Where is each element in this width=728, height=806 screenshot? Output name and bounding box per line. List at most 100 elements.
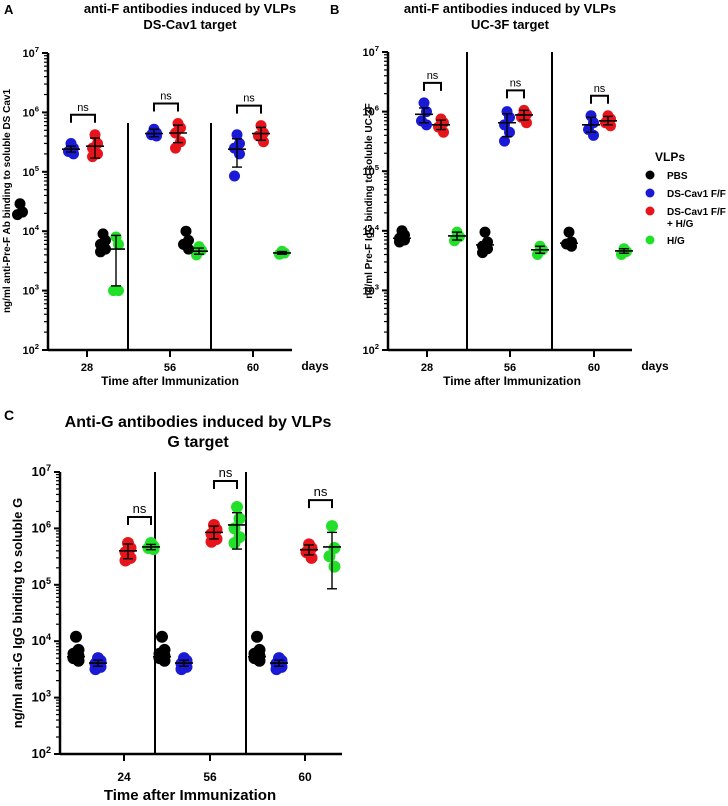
y-tick-base: 10	[22, 107, 34, 119]
data-point	[605, 120, 616, 132]
data-point	[95, 246, 106, 258]
y-tick-exponent: 4	[35, 223, 40, 232]
data-group-ds-cav1-f-f	[62, 137, 80, 160]
significance-bracket: ns	[308, 484, 333, 509]
y-tick-exponent: 6	[375, 104, 379, 113]
bracket-line	[423, 81, 442, 91]
y-tick-exponent: 2	[46, 745, 51, 755]
chart-title: Anti-G antibodies induced by VLPs	[65, 414, 332, 431]
y-tick-base: 10	[31, 690, 45, 705]
significance-bracket: ns	[213, 465, 238, 489]
x-tick-label: 60	[298, 770, 312, 784]
y-tick-base: 10	[22, 167, 34, 179]
y-tick-exponent: 4	[375, 223, 380, 232]
x-tick-label: 28	[81, 362, 93, 374]
data-group-ds-cav1-f-f	[145, 123, 163, 142]
y-tick-base: 10	[22, 286, 34, 298]
data-group-pbs	[12, 198, 28, 221]
data-group-ds-cav1-f-f-h-g	[432, 113, 450, 138]
data-group-h-g	[615, 243, 633, 261]
y-tick-exponent: 5	[35, 164, 40, 173]
y-tick-base: 10	[31, 577, 45, 592]
y-tick-label: 103	[22, 283, 39, 298]
bracket-line	[213, 479, 238, 489]
significance-label: ns	[219, 465, 233, 480]
legend-marker	[645, 188, 655, 198]
y-tick-exponent: 3	[375, 282, 379, 291]
x-axis-label: Time after Immunization	[101, 374, 239, 388]
data-point	[229, 170, 240, 182]
legend-marker	[645, 235, 655, 245]
significance-label: ns	[427, 70, 439, 82]
x-tick-label: 56	[504, 362, 516, 374]
data-group-pbs	[95, 228, 111, 258]
panel-label: B	[330, 2, 339, 17]
y-tick-exponent: 4	[46, 632, 52, 642]
data-point	[12, 209, 23, 221]
x-tick-label: 24	[117, 770, 131, 784]
y-tick-exponent: 3	[46, 689, 51, 699]
data-point	[499, 135, 510, 147]
y-tick-base: 10	[31, 520, 45, 535]
y-tick-exponent: 7	[35, 45, 39, 54]
data-group-ds-cav1-f-f	[270, 652, 288, 676]
y-tick-label: 104	[31, 632, 51, 648]
x-axis-label: Time after Immunization	[443, 374, 581, 388]
data-group-h-g	[448, 226, 466, 247]
data-group-ds-cav1-f-f-h-g	[86, 129, 104, 163]
significance-label: ns	[133, 501, 147, 516]
panel-label: A	[4, 2, 14, 17]
y-tick-base: 10	[31, 633, 45, 648]
data-group-ds-cav1-f-f-h-g	[169, 118, 187, 154]
y-tick-label: 105	[31, 576, 51, 592]
legend-marker	[645, 206, 655, 216]
significance-bracket: ns	[590, 83, 609, 104]
data-group-pbs	[67, 630, 85, 667]
y-tick-exponent: 6	[46, 519, 51, 529]
data-group-ds-cav1-f-f	[415, 97, 433, 131]
data-point	[251, 630, 263, 643]
significance-bracket: ns	[127, 501, 152, 526]
data-group-h-g	[190, 241, 208, 261]
data-group-h-g	[323, 520, 341, 590]
y-tick-base: 10	[362, 285, 374, 297]
data-point	[479, 226, 491, 238]
bracket-line	[308, 499, 333, 509]
y-tick-label: 107	[362, 44, 379, 59]
bracket-line	[70, 113, 96, 123]
data-point	[270, 663, 283, 676]
data-group-ds-cav1-f-f	[89, 652, 107, 676]
data-group-h-g	[531, 240, 549, 261]
data-point	[532, 249, 543, 261]
legend-label: H/G	[667, 236, 685, 247]
legend-label: + H/G	[667, 219, 694, 230]
data-point	[563, 226, 575, 238]
data-point	[305, 551, 318, 564]
y-tick-base: 10	[31, 464, 45, 479]
y-tick-exponent: 3	[35, 283, 39, 292]
y-tick-label: 106	[22, 104, 39, 119]
y-tick-exponent: 7	[375, 44, 379, 53]
x-tick-label: 56	[164, 362, 176, 374]
significance-label: ns	[160, 91, 172, 103]
y-tick-label: 107	[31, 463, 51, 479]
y-tick-exponent: 2	[375, 342, 379, 351]
data-group-h-g	[142, 537, 160, 556]
panel-label: C	[4, 407, 14, 423]
y-tick-exponent: 7	[46, 463, 51, 473]
data-point	[228, 537, 241, 550]
data-group-ds-cav1-f-f	[582, 110, 600, 141]
bracket-line	[153, 102, 179, 112]
data-group-ds-cav1-f-f-h-g	[252, 120, 270, 148]
y-tick-exponent: 5	[46, 576, 51, 586]
data-group-pbs	[178, 225, 194, 255]
data-point	[323, 550, 336, 563]
y-tick-base: 10	[362, 166, 374, 178]
y-tick-base: 10	[22, 226, 34, 238]
data-point	[588, 129, 599, 141]
data-point	[70, 630, 82, 643]
data-group-pbs	[476, 226, 494, 259]
y-tick-label: 102	[31, 745, 51, 761]
